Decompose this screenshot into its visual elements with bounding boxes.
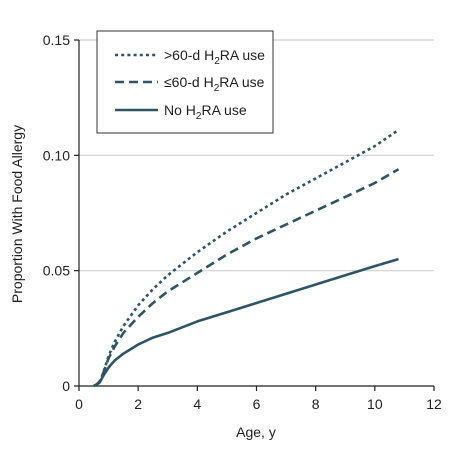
legend-label-series-3-suffix: RA use xyxy=(201,102,246,118)
x-axis-title: Age, y xyxy=(236,424,276,440)
x-tick-label: 8 xyxy=(312,396,320,412)
legend-label-series-1-suffix: RA use xyxy=(220,47,265,63)
x-tick-label: 2 xyxy=(134,396,142,412)
legend-label-series-2-suffix: RA use xyxy=(219,74,264,90)
y-tick-label: 0.15 xyxy=(43,32,70,48)
y-tick-label: 0.05 xyxy=(43,263,70,279)
legend-label-series-3-prefix: No H xyxy=(164,102,196,118)
series-lines xyxy=(93,128,400,388)
legend-label-series-2: ≤60-d H2RA use xyxy=(164,74,265,94)
series-line-dotted xyxy=(93,128,400,388)
x-tick-label: 12 xyxy=(426,396,442,412)
legend-label-series-1-prefix: >60-d H xyxy=(164,47,214,63)
legend-label-series-1-sub: 2 xyxy=(214,56,220,67)
x-tick-label: 10 xyxy=(367,396,383,412)
axes: 0 0.05 0.10 0.15 0 2 4 6 8 10 12 xyxy=(43,32,442,412)
y-tick-label: 0 xyxy=(62,378,70,394)
y-axis-title: Proportion With Food Allergy xyxy=(9,125,25,303)
y-tick-label: 0.10 xyxy=(43,147,70,163)
legend-box xyxy=(96,30,274,134)
legend-label-series-3: No H2RA use xyxy=(164,102,247,122)
series-line-dashed xyxy=(93,168,400,388)
x-tick-label: 4 xyxy=(193,396,201,412)
series-line-solid xyxy=(93,257,399,388)
legend: >60-d H2RA use ≤60-d H2RA use No H2RA us… xyxy=(96,30,274,134)
legend-label-series-2-sub: 2 xyxy=(214,83,220,94)
legend-label-series-1: >60-d H2RA use xyxy=(164,47,265,67)
legend-label-series-3-sub: 2 xyxy=(196,111,202,122)
legend-label-series-2-prefix: ≤60-d H xyxy=(164,74,214,90)
x-tick-label: 0 xyxy=(75,396,83,412)
x-tick-label: 6 xyxy=(253,396,261,412)
